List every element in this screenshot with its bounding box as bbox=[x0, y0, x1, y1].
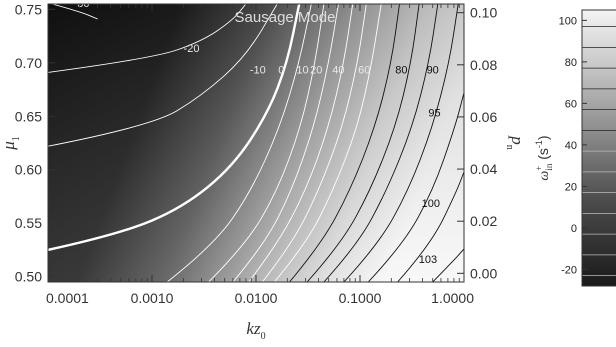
contour-line bbox=[48, 4, 278, 147]
contour-line bbox=[52, 4, 98, 20]
chart-title: Sausage Mode bbox=[235, 9, 336, 26]
contour-label: 60 bbox=[358, 65, 370, 77]
y-right-tick-label: 0.04 bbox=[470, 161, 497, 177]
y-axis-right-label: pn bbox=[504, 135, 527, 150]
contour-label: -10 bbox=[250, 65, 266, 77]
contour-label: -20 bbox=[184, 43, 200, 55]
x-tick-label: 0.1000 bbox=[339, 290, 382, 306]
contour-label: -30 bbox=[74, 0, 90, 10]
y-axis-left-label: μ1 bbox=[0, 136, 22, 151]
plot-area: -30 -20 -10 0 10 20 40 60 80 90 95 100 103 Sausage M… bbox=[47, 0, 465, 283]
contour-line bbox=[261, 4, 367, 282]
contour-line bbox=[432, 248, 464, 282]
contour-label: 10 bbox=[296, 65, 308, 77]
colorbar-label: ω+in (s-1) bbox=[534, 135, 554, 180]
y-right-tick-label: 0.06 bbox=[470, 109, 497, 125]
colorbar-tick-label: 0 bbox=[571, 223, 577, 235]
contour-line bbox=[323, 4, 439, 282]
colorbar-bands bbox=[582, 26, 616, 276]
colorbar-fill bbox=[582, 10, 616, 286]
contour-label: 103 bbox=[419, 254, 437, 266]
y-right-tick-label: 0.00 bbox=[470, 265, 497, 281]
contour-line bbox=[48, 4, 247, 73]
field-shade bbox=[48, 4, 464, 282]
contour-line bbox=[289, 4, 400, 282]
colorbar-tick-label: -20 bbox=[561, 264, 577, 276]
contour-line bbox=[273, 4, 382, 282]
y-left-tick-label: 0.75 bbox=[15, 1, 42, 17]
colorbar-ticks: -20 0 20 40 60 80 100 bbox=[559, 15, 587, 276]
contour-line bbox=[232, 4, 339, 282]
x-axis: 0.0001 0.0010 0.0100 0.1000 1.0000 bbox=[46, 4, 474, 306]
contour-labels: -30 -20 -10 0 10 20 40 60 80 90 95 100 103 bbox=[74, 0, 441, 266]
colorbar-tick-label: 100 bbox=[559, 15, 577, 27]
y-left-tick-label: 0.60 bbox=[15, 162, 42, 178]
contour-label: 20 bbox=[310, 65, 322, 77]
y-left-tick-label: 0.55 bbox=[15, 215, 42, 231]
y-left-tick-label: 0.70 bbox=[15, 55, 42, 71]
x-tick-label: 0.0100 bbox=[235, 290, 278, 306]
y-right-tick-label: 0.02 bbox=[470, 213, 497, 229]
contour-line bbox=[248, 4, 354, 282]
y-left-tick-label: 0.65 bbox=[15, 108, 42, 124]
contour-label: 100 bbox=[422, 198, 440, 210]
contour-label: 40 bbox=[332, 65, 344, 77]
x-tick-label: 1.0000 bbox=[431, 290, 474, 306]
contour-line bbox=[48, 4, 301, 252]
contour-label: 0 bbox=[278, 65, 284, 77]
y-right-tick-label: 0.10 bbox=[470, 5, 497, 21]
contour-lines bbox=[48, 4, 464, 282]
x-axis-label: kz0 bbox=[246, 319, 265, 342]
contour-label: 80 bbox=[395, 65, 407, 77]
contour-line bbox=[166, 4, 312, 282]
contour-line bbox=[208, 4, 325, 282]
x-tick-label: 0.0010 bbox=[131, 290, 174, 306]
y-left-tick-label: 0.50 bbox=[15, 269, 42, 285]
x-tick-label: 0.0001 bbox=[46, 290, 89, 306]
contour-line bbox=[306, 4, 420, 282]
y-right-tick-label: 0.08 bbox=[470, 57, 497, 73]
colorbar-tick-label: 80 bbox=[565, 57, 577, 69]
colorbar-frame bbox=[581, 9, 616, 287]
y-axis-left: 0.50 0.55 0.60 0.65 0.70 0.75 bbox=[15, 1, 55, 285]
contour-line bbox=[397, 171, 464, 282]
colorbar: -20 0 20 40 60 80 100 ω+in (s-1) bbox=[534, 9, 616, 287]
contour-line bbox=[367, 92, 464, 282]
contour-label: 95 bbox=[428, 107, 440, 119]
colorbar-tick-label: 60 bbox=[565, 98, 577, 110]
colorbar-tick-label: 20 bbox=[565, 181, 577, 193]
contour-line bbox=[343, 4, 459, 282]
colorbar-tick-label: 40 bbox=[565, 140, 577, 152]
y-axis-right: 0.00 0.02 0.04 0.06 0.08 0.10 bbox=[457, 5, 497, 281]
contour-label: 90 bbox=[427, 65, 439, 77]
